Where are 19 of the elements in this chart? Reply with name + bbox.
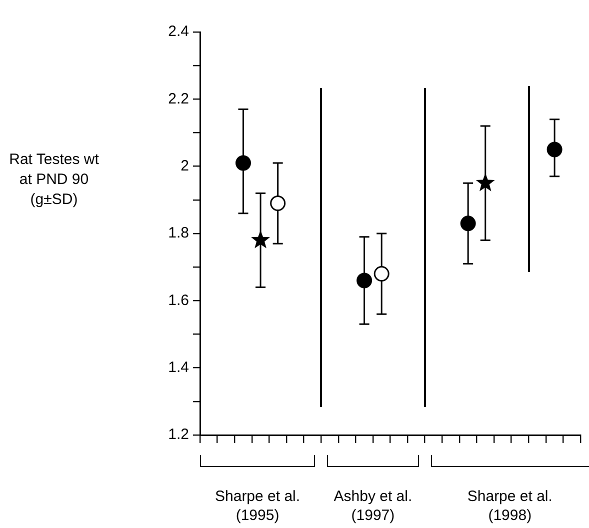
point bbox=[356, 272, 372, 288]
point bbox=[546, 142, 562, 158]
y-tick-label: 1.6 bbox=[168, 292, 189, 309]
y-tick-label: 2.4 bbox=[168, 23, 189, 40]
y-tick-label: 1.2 bbox=[168, 426, 189, 444]
point bbox=[374, 266, 390, 282]
y-tick-label: 1.4 bbox=[168, 358, 189, 376]
y-tick-label: 1.8 bbox=[168, 224, 189, 242]
text: Ashby et al. (1997) bbox=[332, 487, 414, 525]
point bbox=[476, 173, 495, 192]
y-axis-title: Rat Testes wt at PND 90 (g±SD) bbox=[8, 150, 100, 210]
y-tick-label: 2 bbox=[180, 157, 189, 174]
point bbox=[270, 196, 286, 212]
point bbox=[460, 216, 476, 232]
point bbox=[235, 155, 251, 171]
text: Sharpe et al. (1995) bbox=[214, 487, 302, 525]
point bbox=[251, 230, 270, 248]
text: Sharpe et al. (1998) bbox=[466, 487, 554, 525]
y-tick-label: 2.2 bbox=[168, 90, 189, 108]
